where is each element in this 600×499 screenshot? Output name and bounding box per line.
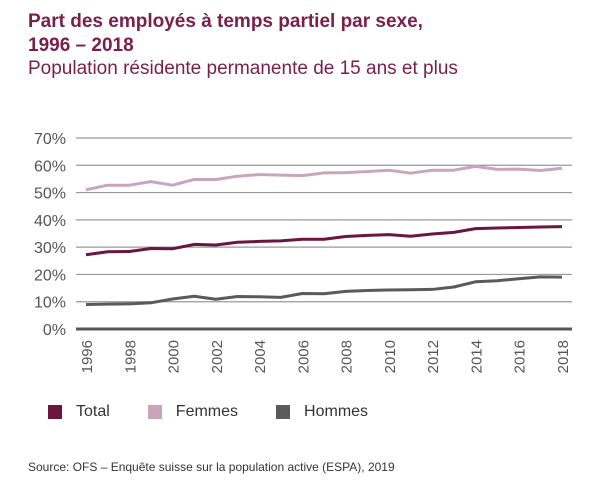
series-line-hommes [85, 275, 563, 306]
x-tick-label: 2016 [512, 340, 529, 373]
series-line-total [85, 225, 563, 257]
legend-item-femmes: Femmes [147, 403, 239, 421]
chart-subtitle: Population résidente permanente de 15 an… [28, 58, 458, 79]
y-tick-label: 40% [34, 213, 66, 230]
y-tick-label: 10% [34, 295, 66, 312]
legend-item-total: Total [48, 403, 110, 421]
series-line-femmes [85, 164, 563, 192]
legend-label: Total [76, 403, 110, 420]
x-tick-label: 2014 [468, 340, 485, 373]
x-tick-label: 2008 [339, 340, 356, 373]
legend-item-hommes: Hommes [276, 403, 368, 421]
x-tick-label: 2012 [425, 340, 442, 373]
chart-title: Part des employés à temps partiel par se… [28, 11, 423, 56]
y-tick-label: 30% [34, 240, 66, 257]
x-tick-label: 1998 [122, 340, 139, 373]
x-tick-label: 2010 [382, 340, 399, 373]
x-tick-label: 2018 [555, 340, 572, 373]
legend-label: Femmes [175, 403, 239, 420]
x-tick-label: 2006 [295, 340, 312, 373]
x-tick-label: 2000 [166, 340, 183, 373]
y-tick-label: 0% [43, 322, 66, 339]
legend: Total Femmes Hommes [48, 403, 406, 421]
y-tick-label: 20% [34, 267, 66, 284]
legend-swatch [276, 405, 291, 419]
source-note: Source: OFS – Enquête suisse sur la popu… [28, 460, 395, 474]
legend-swatch [48, 405, 62, 419]
y-tick-label: 60% [34, 158, 66, 175]
y-tick-label: 70% [34, 131, 66, 148]
x-tick-label: 2002 [209, 340, 226, 373]
y-tick-label: 50% [34, 186, 66, 203]
legend-swatch [147, 405, 162, 419]
legend-label: Hommes [304, 403, 369, 420]
x-tick-label: 2004 [252, 340, 269, 373]
x-tick-label: 1996 [79, 340, 96, 373]
